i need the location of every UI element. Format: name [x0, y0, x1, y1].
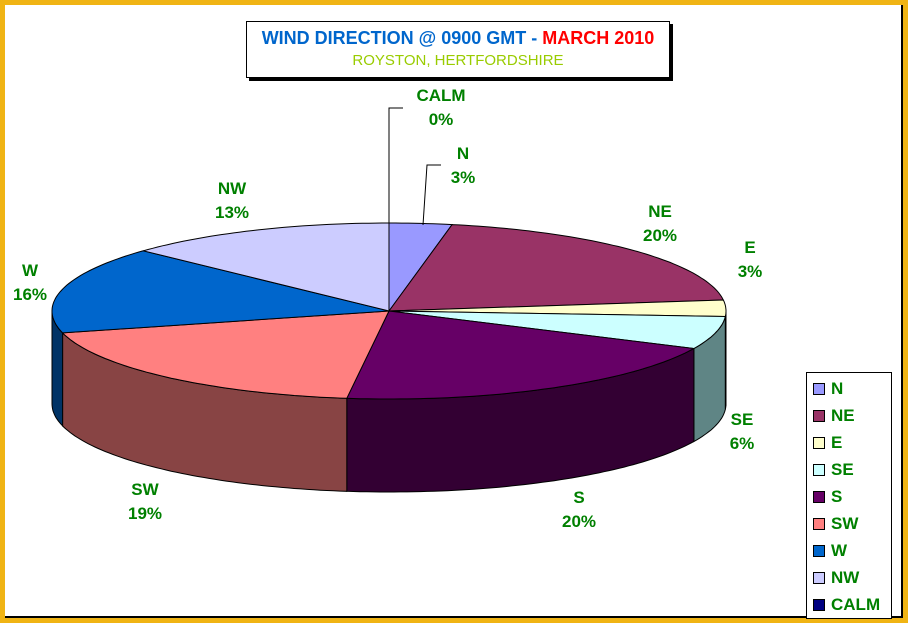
data-label-ne: NE 20% — [643, 202, 677, 245]
title-month: MARCH 2010 — [542, 28, 655, 48]
legend-swatch — [813, 464, 825, 476]
pie-slice-w[interactable] — [51, 250, 390, 334]
legend-swatch — [813, 437, 825, 449]
chart-title-box: WIND DIRECTION @ 0900 GMT - MARCH 2010 R… — [246, 21, 670, 78]
legend-swatch — [813, 410, 825, 422]
legend-label: W — [831, 541, 848, 560]
pie-slice-sw[interactable] — [61, 310, 390, 399]
pie-slice-s[interactable] — [346, 310, 696, 400]
legend: N NE E SE S SW W NW CALM — [806, 372, 892, 619]
legend-swatch — [813, 491, 825, 503]
legend-label: S — [831, 487, 843, 506]
data-label-nw: NW 13% — [215, 179, 249, 222]
data-label-se: SE 6% — [730, 410, 755, 453]
pie-slice-nw[interactable] — [141, 222, 390, 312]
legend-swatch — [813, 572, 825, 584]
legend-item-nw: NW — [813, 568, 859, 588]
legend-swatch — [813, 545, 825, 557]
legend-label: N — [831, 379, 844, 398]
data-label-calm: CALM 0% — [416, 86, 465, 129]
title-main: WIND DIRECTION @ 0900 GMT - — [261, 28, 543, 48]
chart-title: WIND DIRECTION @ 0900 GMT - MARCH 2010 — [247, 28, 669, 49]
legend-label: NW — [831, 568, 860, 587]
data-label-s: S 20% — [562, 488, 596, 531]
data-label-n: N 3% — [451, 144, 476, 187]
legend-item-ne: NE — [813, 406, 855, 426]
legend-label: NE — [831, 406, 855, 425]
data-label-w: W 16% — [13, 261, 47, 304]
legend-item-n: N — [813, 379, 843, 399]
pie-slice-ne[interactable] — [387, 224, 725, 312]
legend-swatch — [813, 383, 825, 395]
legend-label: SW — [831, 514, 859, 533]
data-label-e: E 3% — [738, 238, 763, 281]
legend-item-sw: SW — [813, 514, 858, 534]
leader-line-n — [422, 164, 441, 226]
legend-item-s: S — [813, 487, 842, 507]
legend-label: CALM — [831, 595, 881, 614]
data-label-sw: SW 19% — [128, 480, 162, 523]
chart-subtitle: ROYSTON, HERTFORDSHIRE — [352, 52, 564, 69]
pie-slice-se[interactable] — [388, 310, 726, 350]
pie-chart: N 3% NE 20% E 3% SE 6% S 20% SW 19% W 16% NW 13% CALM 0% — [13, 86, 763, 531]
legend-swatch — [813, 599, 825, 611]
leader-line-calm — [388, 107, 403, 223]
legend-item-calm: CALM — [813, 595, 880, 615]
legend-label: SE — [831, 460, 854, 479]
legend-item-e: E — [813, 433, 842, 453]
chart-area — [5, 5, 903, 618]
legend-label: E — [831, 433, 843, 452]
legend-item-se: SE — [813, 460, 854, 480]
legend-swatch — [813, 518, 825, 530]
legend-item-w: W — [813, 541, 847, 561]
